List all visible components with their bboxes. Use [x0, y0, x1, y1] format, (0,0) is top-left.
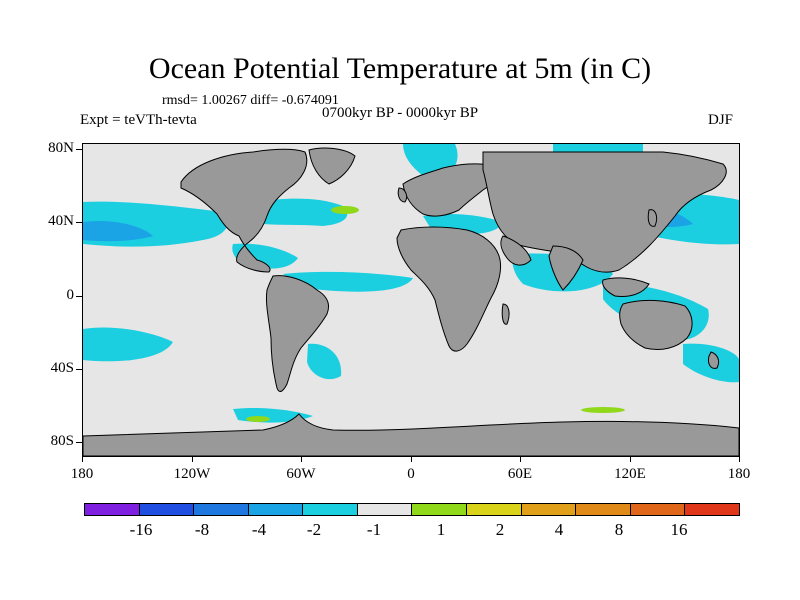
colorbar-box [248, 504, 304, 515]
greenland [308, 147, 356, 185]
x-tick-3 [301, 456, 302, 462]
tropical-atlantic-anomaly [283, 271, 413, 292]
x-tick-6 [630, 456, 631, 462]
x-label-180w: 180 [70, 466, 94, 482]
colorbar-label: -4 [251, 520, 267, 539]
colorbar-box [467, 504, 522, 515]
world-map [82, 143, 740, 457]
south-atlantic-anomaly [307, 343, 342, 380]
madagascar [501, 303, 510, 325]
colorbar-box [303, 504, 358, 515]
x-label-120w: 120W [173, 466, 211, 482]
x-tick-2 [192, 456, 193, 462]
x-tick-7 [739, 456, 740, 462]
colorbar-label: -1 [366, 520, 382, 539]
colorbar-label: 8 [614, 520, 624, 539]
india [548, 245, 584, 291]
experiment-label: Expt = teVTh-tevta [80, 112, 197, 128]
colorbar-box [521, 504, 577, 515]
maritime-southeast-asia [602, 277, 650, 297]
australia [619, 299, 693, 351]
asia [482, 151, 727, 273]
y-tick-2 [76, 222, 82, 223]
y-label-40n: 40N [48, 213, 74, 229]
x-label-60e: 60E [507, 466, 533, 482]
warm-anomaly-layer [246, 206, 625, 422]
colorbar-box [685, 504, 739, 515]
colorbar-box [412, 504, 468, 515]
colorbar-label: 4 [554, 520, 564, 539]
colorbar-box [630, 504, 686, 515]
map-canvas [83, 144, 739, 456]
new-zealand [708, 351, 720, 369]
x-tick-5 [520, 456, 521, 462]
europe [402, 163, 497, 217]
x-tick-4 [411, 456, 412, 462]
north-atlantic-warm-patch [331, 206, 359, 214]
japan [647, 209, 658, 227]
colorbar-box [576, 504, 631, 515]
indian-southern-warm-patch [581, 407, 625, 413]
x-tick-1 [82, 456, 83, 462]
colorbar-box [357, 504, 413, 515]
british-isles [397, 187, 408, 203]
colorbar-box [194, 504, 249, 515]
colorbar-label: -16 [129, 520, 153, 539]
y-tick-4 [76, 369, 82, 370]
colorbar-label: 1 [436, 520, 446, 539]
weddell-warm-patch [246, 416, 270, 422]
x-label-120e: 120E [614, 466, 646, 482]
y-label-0: 0 [66, 287, 75, 303]
y-tick-3 [76, 296, 82, 297]
africa [396, 226, 502, 352]
period-label: 0700kyr BP - 0000kyr BP [322, 105, 479, 121]
colorbar-label: 16 [670, 520, 688, 539]
land-layer [83, 147, 739, 456]
colorbar-label: 2 [495, 520, 505, 539]
north-america [180, 148, 308, 273]
y-tick-1 [76, 149, 82, 150]
y-tick-5 [76, 442, 82, 443]
y-label-80n: 80N [48, 140, 74, 156]
stats-text: rmsd= 1.00267 diff= -0.674091 [162, 93, 339, 108]
north-pacific-core [83, 220, 153, 242]
antarctica [83, 413, 739, 456]
colorbar-label: -8 [194, 520, 210, 539]
colorbar-box [85, 504, 140, 515]
season-label: DJF [708, 112, 734, 128]
colorbar-label: -2 [306, 520, 322, 539]
south-america [266, 275, 330, 392]
y-label-40s: 40S [50, 360, 74, 376]
south-pacific-anomaly [83, 327, 173, 362]
colorbar-box [139, 504, 195, 515]
y-label-80s: 80S [50, 433, 74, 449]
plot-title: Ocean Potential Temperature at 5m (in C) [148, 52, 652, 85]
x-label-0: 0 [407, 466, 415, 482]
x-label-60w: 60W [286, 466, 316, 482]
colorbar [84, 503, 740, 516]
arabia [500, 235, 532, 266]
x-label-180e: 180 [727, 466, 751, 482]
